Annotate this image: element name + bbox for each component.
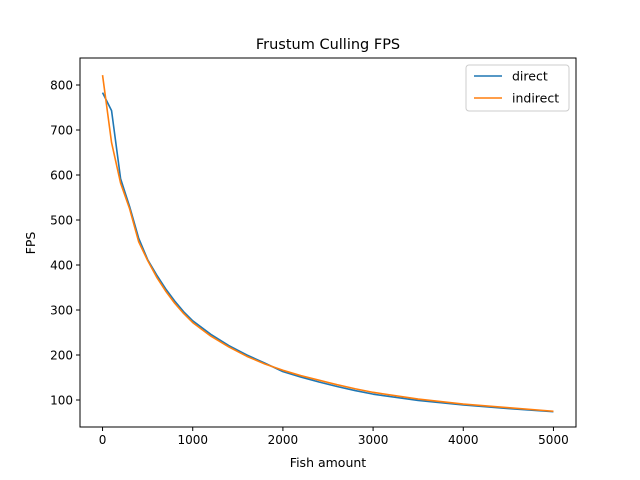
series-line-indirect bbox=[101, 74, 554, 413]
y-tick-label: 400 bbox=[50, 259, 73, 273]
legend-label-indirect: indirect bbox=[512, 91, 559, 106]
series-line-direct bbox=[101, 92, 554, 413]
y-tick-label: 300 bbox=[50, 304, 73, 318]
legend-label-direct: direct bbox=[512, 69, 548, 84]
chart-title: Frustum Culling FPS bbox=[256, 37, 400, 53]
y-tick-label: 800 bbox=[50, 79, 73, 93]
y-tick-label: 700 bbox=[50, 124, 73, 138]
axes: 0 1000 2000 3000 4000 5000 100 200 300 400 500 600 7… bbox=[50, 57, 577, 447]
y-tick-label: 500 bbox=[50, 214, 73, 228]
x-tick-label: 2000 bbox=[268, 433, 299, 447]
x-tick-label: 0 bbox=[99, 433, 107, 447]
y-tick-label: 200 bbox=[50, 349, 73, 363]
legend: direct indirect bbox=[465, 64, 570, 112]
x-axis-label: Fish amount bbox=[290, 455, 366, 470]
y-tick-label: 100 bbox=[50, 394, 73, 408]
series-group bbox=[101, 74, 554, 413]
x-tick-label: 1000 bbox=[177, 433, 208, 447]
x-tick-label: 3000 bbox=[358, 433, 389, 447]
y-tick-label: 600 bbox=[50, 169, 73, 183]
plot-frame bbox=[79, 57, 577, 428]
y-axis-label: FPS bbox=[23, 232, 38, 255]
x-tick-label: 5000 bbox=[538, 433, 569, 447]
x-tick-label: 4000 bbox=[448, 433, 479, 447]
